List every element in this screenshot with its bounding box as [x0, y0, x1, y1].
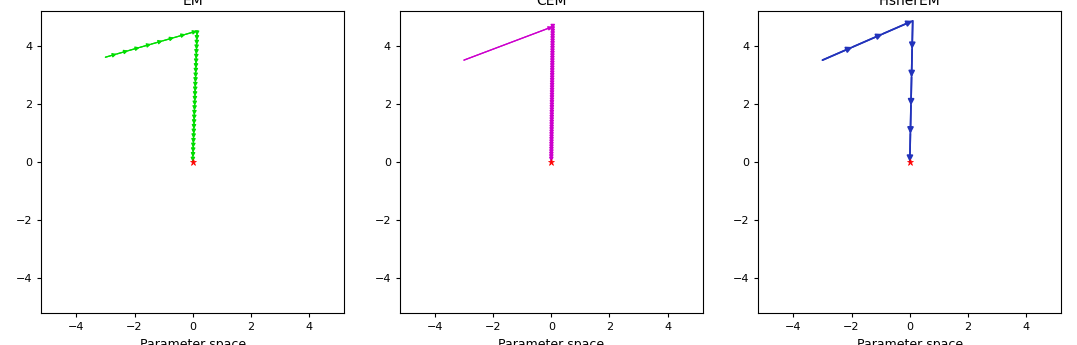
Title: CEM: CEM: [536, 0, 567, 8]
X-axis label: Parameter space: Parameter space: [856, 338, 963, 345]
X-axis label: Parameter space: Parameter space: [499, 338, 604, 345]
Title: FisherEM: FisherEM: [879, 0, 940, 8]
Title: EM: EM: [182, 0, 204, 8]
X-axis label: Parameter space: Parameter space: [140, 338, 246, 345]
